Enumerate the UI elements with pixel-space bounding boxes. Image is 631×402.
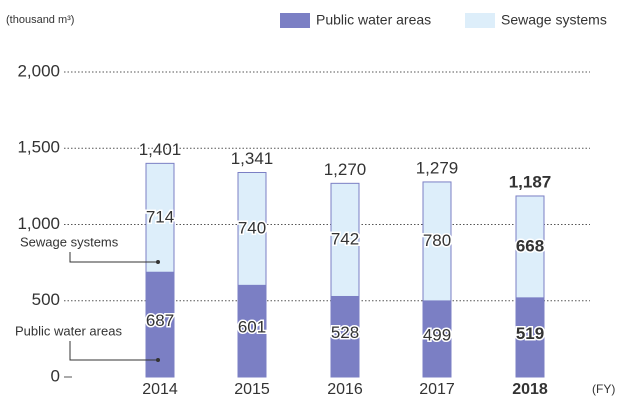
y-tick-label: 1,000 bbox=[17, 214, 60, 233]
bar-segment bbox=[515, 297, 545, 378]
legend-label: Public water areas bbox=[316, 12, 431, 28]
leader-dot bbox=[156, 260, 160, 264]
bar-segment bbox=[237, 171, 267, 286]
x-tick-label: 2017 bbox=[419, 381, 455, 398]
total-label: 1,187 bbox=[509, 172, 552, 191]
value-label: 740 bbox=[238, 218, 266, 237]
x-axis-label: (FY) bbox=[592, 382, 615, 396]
y-tick-label: 2,000 bbox=[17, 61, 60, 80]
total-label: 1,341 bbox=[231, 149, 274, 168]
y-tick-label: 0 bbox=[51, 366, 60, 385]
legend-swatch bbox=[465, 13, 495, 28]
value-label: 780 bbox=[423, 231, 451, 250]
legend-swatch bbox=[280, 13, 310, 28]
leader-dot bbox=[156, 358, 160, 362]
value-label: 601 bbox=[238, 318, 266, 337]
value-label: 687 bbox=[146, 311, 174, 330]
bar-segment bbox=[330, 182, 360, 297]
bar-segment bbox=[515, 195, 545, 299]
value-label: 528 bbox=[331, 323, 359, 342]
annotation: Public water areas bbox=[15, 323, 122, 338]
leader-line bbox=[69, 252, 158, 263]
x-tick-label: 2014 bbox=[142, 381, 178, 398]
leader-line bbox=[69, 341, 158, 361]
bar-segment bbox=[422, 181, 452, 302]
value-label: 519 bbox=[516, 324, 544, 343]
y-tick-label: 1,500 bbox=[17, 138, 60, 157]
bar-segment bbox=[145, 162, 175, 273]
value-label: 742 bbox=[331, 229, 359, 248]
value-label: 668 bbox=[516, 236, 544, 255]
value-label: 499 bbox=[423, 325, 451, 344]
total-label: 1,401 bbox=[139, 140, 182, 159]
y-tick-label: 500 bbox=[32, 290, 60, 309]
x-tick-label: 2016 bbox=[327, 381, 363, 398]
value-label: 714 bbox=[146, 207, 174, 226]
x-tick-label: 2018 bbox=[512, 381, 548, 398]
total-label: 1,279 bbox=[416, 158, 459, 177]
unit-label: (thousand m³) bbox=[6, 14, 74, 26]
legend-label: Sewage systems bbox=[501, 12, 607, 28]
total-label: 1,270 bbox=[324, 160, 367, 179]
annotation: Sewage systems bbox=[20, 234, 119, 249]
x-tick-label: 2015 bbox=[234, 381, 270, 398]
